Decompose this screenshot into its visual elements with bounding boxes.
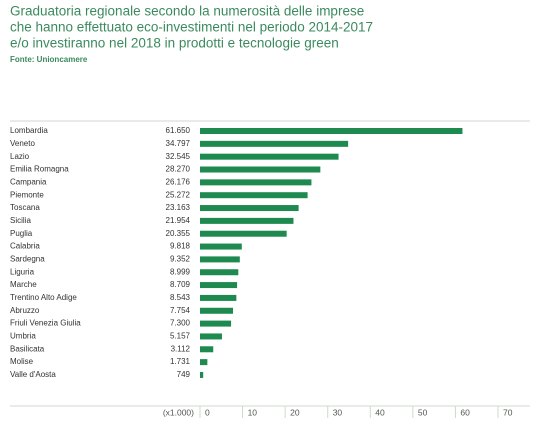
value-label: 3.112 (171, 344, 191, 353)
bar (200, 282, 238, 289)
value-label: 5.157 (170, 332, 191, 341)
bar (200, 269, 239, 276)
category-label: Veneto (10, 139, 35, 148)
x-tick-label: 50 (418, 407, 428, 417)
bar (200, 333, 222, 340)
category-label: Toscana (10, 203, 40, 212)
title-line: che hanno effettuato eco-investimenti ne… (10, 20, 373, 35)
x-tick-label: 20 (290, 407, 300, 417)
x-tick-label: 10 (248, 407, 258, 417)
category-label: Liguria (10, 267, 35, 276)
value-label: 8.999 (170, 267, 191, 276)
value-label: 32.545 (166, 152, 191, 161)
bar (200, 346, 214, 353)
bar (200, 192, 308, 199)
value-label: 20.355 (166, 229, 191, 238)
category-label: Sardegna (10, 255, 45, 264)
bar (200, 294, 237, 301)
x-tick-label: 30 (333, 407, 343, 417)
x-tick-label: 60 (460, 407, 470, 417)
bar (200, 320, 232, 327)
bar (200, 140, 349, 147)
category-label: Calabria (10, 242, 40, 251)
value-label: 21.954 (166, 216, 191, 225)
bar (200, 217, 294, 224)
category-label: Lazio (10, 152, 30, 161)
value-label: 749 (177, 370, 191, 379)
bar (200, 128, 463, 134)
source: Fonte: Unioncamere (10, 55, 88, 64)
value-label: 8.543 (170, 293, 191, 302)
value-label: 1.731 (170, 357, 191, 366)
category-label: Sicilia (10, 216, 31, 225)
category-label: Puglia (10, 229, 33, 238)
value-label: 28.270 (166, 165, 191, 174)
category-label: Basilicata (10, 344, 45, 353)
bar (200, 371, 204, 378)
category-label: Umbria (10, 332, 36, 341)
bar (200, 359, 208, 366)
value-label: 9.352 (170, 255, 191, 264)
value-label: 23.163 (166, 203, 191, 212)
category-label: Piemonte (10, 190, 44, 199)
x-tick-label: 70 (503, 407, 513, 417)
category-label: Molise (10, 357, 34, 366)
bar (200, 307, 234, 314)
category-label: Campania (10, 177, 47, 186)
value-label: 25.272 (166, 190, 191, 199)
unit-label: (x1.000) (163, 407, 194, 417)
value-label: 9.818 (170, 242, 191, 251)
bar (200, 256, 240, 263)
bar (200, 166, 321, 173)
title-line: Graduatoria regionale secondo la numeros… (10, 4, 364, 19)
category-label: Trentino Alto Adige (10, 293, 77, 302)
x-tick-label: 40 (375, 407, 385, 417)
bar (200, 179, 312, 186)
title-line: e/o investiranno nel 2018 in prodotti e … (10, 36, 339, 51)
category-label: Friuli Venezia Giulia (10, 319, 81, 328)
value-label: 7.754 (170, 306, 191, 315)
value-label: 8.709 (170, 280, 191, 289)
value-label: 7.300 (170, 319, 191, 328)
bar (200, 230, 287, 237)
value-label: 34.797 (166, 139, 191, 148)
value-label: 61.650 (166, 126, 191, 135)
category-label: Valle d'Aosta (10, 370, 56, 379)
bar (200, 153, 339, 160)
category-label: Abruzzo (10, 306, 40, 315)
bar (200, 243, 242, 250)
category-label: Marche (10, 280, 37, 289)
value-label: 26.176 (166, 177, 191, 186)
category-label: Lombardia (10, 126, 48, 135)
x-tick-label: 0 (205, 407, 210, 417)
bar (200, 205, 299, 212)
category-label: Emilia Romagna (10, 165, 69, 174)
